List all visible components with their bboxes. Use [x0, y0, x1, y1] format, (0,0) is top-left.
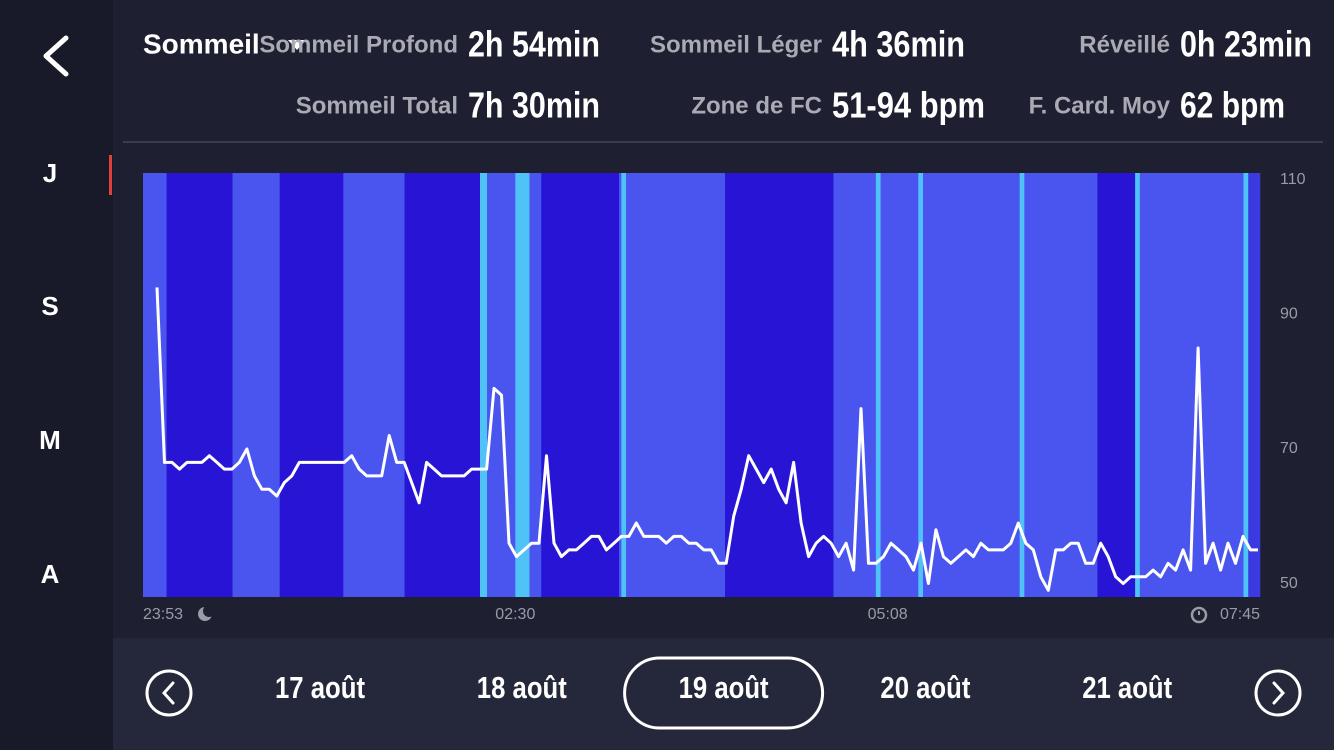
stat-label: Sommeil Léger: [650, 31, 822, 58]
sleep-stage: [343, 173, 405, 597]
sleep-stage: [515, 173, 530, 597]
y-tick-label: 70: [1280, 440, 1298, 457]
period-tab[interactable]: A: [41, 559, 60, 589]
stat-label: Réveillé: [1079, 31, 1170, 58]
date-item[interactable]: 17 août: [275, 670, 365, 705]
stat-label: Sommeil Profond: [259, 31, 458, 58]
x-tick-label: 05:08: [868, 606, 908, 623]
moon-icon-cut: [203, 605, 215, 617]
date-item[interactable]: 21 août: [1082, 670, 1172, 705]
sleep-stage: [143, 173, 167, 597]
x-tick-label: 23:53: [143, 606, 183, 623]
chart: 50 70 90 110 23:53 02:30 05:08 07:45: [143, 171, 1306, 623]
stat-value: 51-94 bpm: [832, 85, 985, 126]
date-list: 17 août 18 août 19 août 20 août 21 août: [275, 656, 1172, 730]
sleep-stage: [404, 173, 481, 597]
sleep-stage: [166, 173, 233, 597]
sleep-stage: [880, 173, 919, 597]
sleep-stage: [918, 173, 924, 597]
sleep-stage: [621, 173, 627, 597]
date-item[interactable]: 19 août: [679, 670, 769, 705]
sleep-stage: [619, 173, 622, 597]
next-arrow[interactable]: [1272, 681, 1286, 705]
x-tick-label: 07:45: [1220, 606, 1260, 623]
sleep-stage: [479, 173, 488, 597]
stat-label: Zone de FC: [691, 92, 822, 119]
dropdown-arrow[interactable]: [288, 40, 306, 50]
x-tick-label: 02:30: [495, 606, 535, 623]
sleep-stage: [923, 173, 1020, 597]
sleep-stage: [626, 173, 726, 597]
period-tab[interactable]: S: [41, 291, 58, 321]
period-tab[interactable]: M: [39, 425, 61, 455]
prev-arrow[interactable]: [161, 681, 175, 705]
stat-value: 2h 54min: [468, 24, 600, 65]
title-dropdown[interactable]: Sommeil: [143, 28, 260, 59]
sleep-stage: [1019, 173, 1025, 597]
stat-value: 7h 30min: [468, 85, 600, 126]
date-item[interactable]: 20 août: [880, 670, 970, 705]
next-button[interactable]: [1254, 669, 1302, 717]
sleep-stage: [487, 173, 516, 597]
selected-date-pill[interactable]: [623, 656, 825, 730]
sleep-stage: [1135, 173, 1141, 597]
sidebar-items: J S M A: [39, 155, 112, 589]
sleep-stage: [725, 173, 834, 597]
sleep-stage: [875, 173, 881, 597]
sleep-stage: [232, 173, 280, 597]
heart-rate-line: [155, 287, 1258, 592]
stat-value: 0h 23min: [1180, 24, 1312, 65]
sleep-stage: [1243, 173, 1249, 597]
selected-indicator: [109, 155, 112, 195]
stat-value: 62 bpm: [1180, 85, 1285, 126]
sleep-stage: [1097, 173, 1136, 597]
stat-value: 4h 36min: [832, 24, 965, 65]
y-tick-label: 90: [1280, 306, 1298, 323]
sleep-stage: [541, 173, 620, 597]
period-tab[interactable]: J: [43, 158, 57, 188]
date-item[interactable]: 18 août: [477, 670, 567, 705]
sidebar: [0, 0, 113, 750]
y-tick-label: 50: [1280, 575, 1298, 592]
sleep-stage: [279, 173, 344, 597]
back-button[interactable]: [43, 35, 69, 77]
stat-label: F. Card. Moy: [1029, 92, 1171, 119]
sleep-stage: [529, 173, 542, 597]
sleep-stage: [1024, 173, 1098, 597]
sleep-stage: [1248, 173, 1261, 597]
prev-button[interactable]: [145, 669, 193, 717]
stat-label: Sommeil Total: [296, 92, 458, 119]
y-tick-label: 110: [1280, 171, 1306, 188]
alarm-icon: [1190, 606, 1208, 624]
